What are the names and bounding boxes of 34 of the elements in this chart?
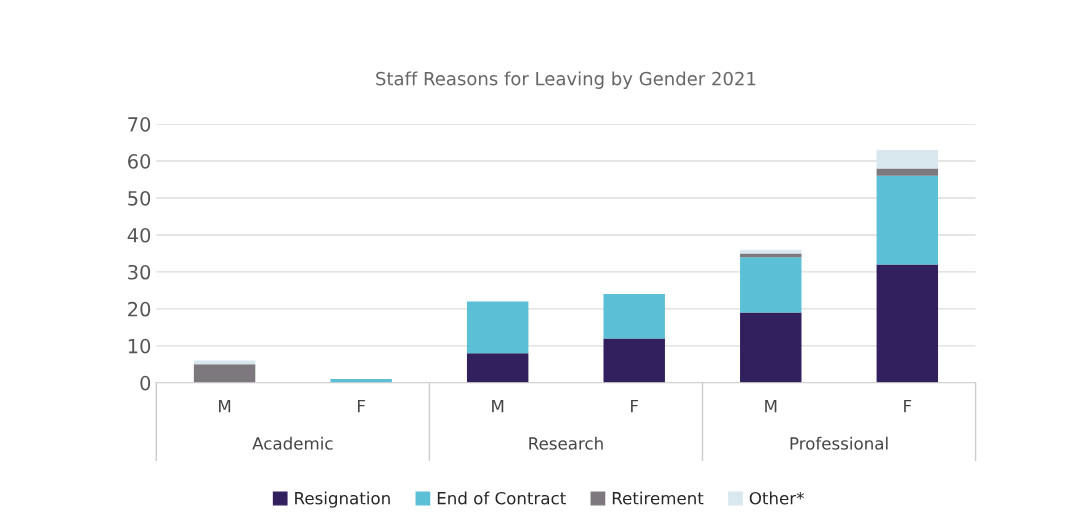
bar [876,168,939,176]
x-tick-label: M [219,399,231,413]
bar [603,294,665,339]
y-tick-label: 0 [140,375,151,391]
x-tick-label: F [904,399,912,413]
y-tick-label: 30 [128,264,151,280]
bar [466,353,529,383]
bar [603,338,665,383]
legend-label: End of Contract [437,491,566,505]
y-tick-label: 50 [128,190,151,206]
bar [876,264,939,383]
legend-label: Retirement [612,491,704,505]
y-tick-label: 10 [128,338,151,354]
text: Research [529,436,603,450]
chart-title: Staff Reasons for Leaving by Gender 2021 [376,71,756,89]
bar [876,149,939,169]
x-tick-label: F [357,399,365,413]
y-tick-label: 40 [127,227,151,243]
text: Academic [252,436,333,450]
x-tick-label: F [631,399,639,413]
bar [740,312,802,383]
legend-label: Resignation [295,491,390,508]
x-tick-label: M [492,399,504,413]
bar [193,364,256,383]
y-tick-label: 70 [128,117,151,132]
bar [876,175,939,265]
y-tick-label: 60 [128,154,151,169]
bar [466,301,529,354]
x-tick-label: M [765,399,777,413]
text: Professional [790,436,888,450]
bar [740,257,802,313]
y-tick-label: 20 [128,301,151,317]
bar [740,253,802,258]
legend-label: Other* [749,491,804,505]
